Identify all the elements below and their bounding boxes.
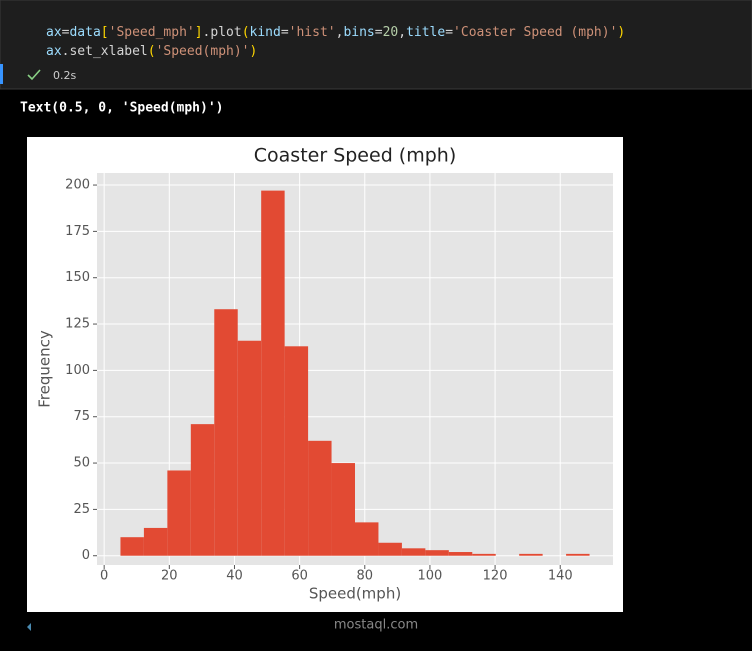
code-token: , xyxy=(398,25,406,40)
bar xyxy=(284,346,309,556)
bar xyxy=(331,463,355,556)
code-token: .set_xlabel xyxy=(62,44,148,59)
code-cell xyxy=(0,0,752,90)
watermark: mostaql.com xyxy=(334,618,418,633)
bar xyxy=(425,550,449,556)
code-token: = xyxy=(375,25,383,40)
bar xyxy=(378,542,402,556)
bar xyxy=(448,552,473,556)
code-token: 'Coaster Speed (mph)' xyxy=(453,25,617,40)
code-line: ax=data['Speed_mph'].plot(kind='hist',bi… xyxy=(46,25,625,40)
bar xyxy=(237,340,262,556)
chart-title: Coaster Speed (mph) xyxy=(254,145,456,167)
code-token: , xyxy=(336,25,344,40)
bar xyxy=(355,522,379,556)
bar xyxy=(519,553,543,556)
code-token: ( xyxy=(148,44,156,59)
x-tick-label: 100 xyxy=(418,569,443,584)
bar xyxy=(566,553,590,556)
bar xyxy=(143,527,168,556)
code-token: = xyxy=(445,25,453,40)
code-token: 20 xyxy=(383,25,399,40)
code-token: 'Speed_mph' xyxy=(109,25,195,40)
x-tick-label: 60 xyxy=(291,569,308,584)
x-axis-label: Speed(mph) xyxy=(309,585,401,603)
code-token: ) xyxy=(250,44,258,59)
x-tick-label: 140 xyxy=(548,569,573,584)
code-line: ax.set_xlabel('Speed(mph)') xyxy=(46,44,257,59)
x-tick-label: 40 xyxy=(226,569,243,584)
code-token: ] xyxy=(195,25,203,40)
code-token: title xyxy=(406,25,445,40)
code-token: ( xyxy=(242,25,250,40)
bar xyxy=(120,537,144,556)
code-token: ax xyxy=(46,25,62,40)
bar xyxy=(308,440,332,556)
bar xyxy=(472,553,496,556)
y-tick-label: 50 xyxy=(73,456,90,471)
code-token: [ xyxy=(101,25,109,40)
bar xyxy=(190,424,215,556)
y-tick-label: 75 xyxy=(73,409,90,424)
code-token: 'hist' xyxy=(289,25,336,40)
x-tick-label: 80 xyxy=(356,569,373,584)
bar xyxy=(167,470,191,556)
x-tick-label: 120 xyxy=(483,569,508,584)
code-token: data xyxy=(69,25,100,40)
code-token: 'Speed(mph)' xyxy=(156,44,250,59)
bar xyxy=(214,309,238,556)
y-tick-label: 100 xyxy=(65,363,90,378)
cell-indicator xyxy=(0,64,3,84)
code-token: ax xyxy=(46,44,62,59)
exec-time: 0.2s xyxy=(53,69,76,82)
y-tick-label: 150 xyxy=(65,270,90,285)
bar xyxy=(401,548,426,556)
y-tick-label: 125 xyxy=(65,317,90,332)
code-token: = xyxy=(62,25,70,40)
collapse-arrow xyxy=(27,623,31,631)
y-tick-label: 25 xyxy=(73,502,90,517)
code-token: kind xyxy=(250,25,281,40)
y-tick-label: 0 xyxy=(82,548,90,563)
bar xyxy=(261,190,285,556)
code-token: ) xyxy=(617,25,625,40)
y-tick-label: 200 xyxy=(65,178,90,193)
x-tick-label: 20 xyxy=(161,569,178,584)
code-token: .plot xyxy=(203,25,242,40)
y-tick-label: 175 xyxy=(65,224,90,239)
y-axis-label: Frequency xyxy=(36,330,54,408)
code-token: = xyxy=(281,25,289,40)
output-text: Text(0.5, 0, 'Speed(mph)') xyxy=(20,101,224,116)
x-tick-label: 0 xyxy=(100,569,108,584)
success-icon xyxy=(27,69,41,81)
code-token: bins xyxy=(343,25,374,40)
